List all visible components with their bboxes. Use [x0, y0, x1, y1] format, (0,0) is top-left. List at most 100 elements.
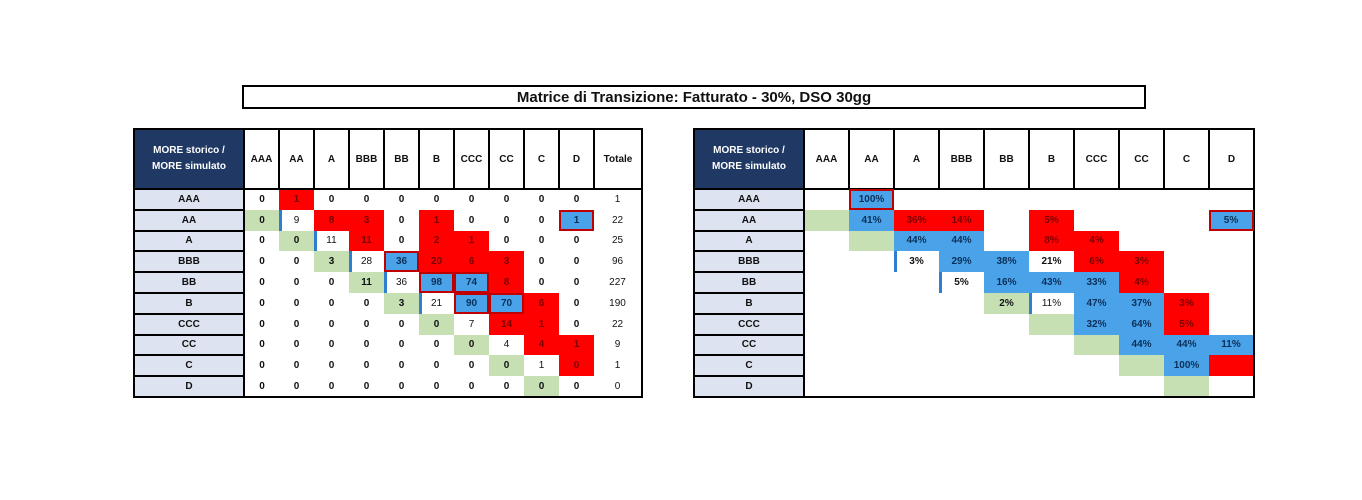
count-cell: 0 [293, 256, 300, 268]
percent-cell [984, 210, 1029, 231]
percent-cell [1209, 313, 1255, 335]
column-header-cc: CC [488, 128, 525, 190]
percent-cell [1209, 376, 1255, 398]
row-label-aa: AA [133, 208, 245, 232]
percent-cell [1209, 230, 1255, 252]
column-header-aa: AA [848, 128, 895, 190]
count-cell: 0 [538, 235, 545, 247]
percent-cell [804, 293, 849, 314]
percent-cell: 4% [1074, 230, 1119, 252]
column-header-bbb: BBB [348, 128, 385, 190]
percent-cell [849, 251, 894, 272]
percent-cell: 16% [984, 272, 1029, 293]
count-cell: 0 [293, 297, 300, 309]
count-cell: 0 [279, 376, 314, 398]
percent-cell: 44% [1164, 334, 1209, 356]
column-header-bbb: BBB [938, 128, 985, 190]
total-cell: 227 [594, 272, 643, 293]
count-cell: 0 [573, 256, 580, 268]
row-label-c: C [133, 354, 245, 378]
count-cell: 0 [489, 376, 524, 398]
count-cell: 0 [433, 360, 440, 372]
count-cell: 28 [349, 251, 384, 273]
count-cell: 0 [244, 376, 279, 398]
corner-label-line2: MORE simulato [712, 161, 786, 172]
count-transition-matrix: MORE storico / MORE simulato AAA AA A BBB BB B C… [133, 128, 643, 398]
percent-cell [1209, 251, 1255, 273]
percent-cell [849, 335, 894, 356]
table-row: AAA 100% [693, 188, 1255, 211]
count-cell: 0 [398, 235, 405, 247]
percent-cell: 36% [894, 209, 939, 231]
percent-cell [804, 314, 849, 335]
total-cell: 25 [594, 230, 643, 252]
row-label-b: B [133, 291, 245, 315]
percent-cell [984, 355, 1029, 376]
count-cell: 0 [328, 277, 335, 289]
count-cell: 0 [398, 360, 405, 372]
percent-cell: 44% [894, 230, 939, 252]
table-row: BB 5% 16% 43% 33% 4% [693, 271, 1255, 294]
count-cell: 0 [573, 194, 580, 206]
column-header-cc: CC [1118, 128, 1165, 190]
count-cell: 0 [259, 339, 265, 351]
percent-cell: 3% [1164, 292, 1209, 314]
percent-cell [1119, 376, 1164, 398]
percent-cell [804, 335, 849, 356]
count-cell: 90 [454, 292, 489, 314]
percent-cell [849, 230, 894, 252]
count-cell: 0 [293, 277, 300, 289]
count-cell: 0 [398, 194, 405, 206]
percent-cell: 32% [1074, 313, 1119, 335]
count-cell: 0 [384, 376, 419, 398]
percent-cell: 21% [1041, 256, 1062, 268]
count-cell: 0 [293, 318, 300, 330]
count-cell: 1 [419, 209, 454, 231]
column-header-bb: BB [383, 128, 420, 190]
total-cell: 96 [594, 251, 643, 273]
percent-cell [804, 272, 849, 293]
percent-cell [804, 251, 849, 272]
count-cell: 6 [524, 292, 559, 314]
row-label-bbb: BBB [133, 250, 245, 274]
column-header-b: B [1028, 128, 1075, 190]
total-cell: 1 [594, 355, 643, 377]
table-row: AA 0 9 8 3 0 1 0 0 0 1 22 [133, 208, 643, 232]
row-label-aaa: AAA [133, 188, 245, 211]
row-label-d: D [133, 375, 245, 398]
percent-cell [1164, 272, 1209, 293]
percent-cell: 4% [1119, 272, 1164, 293]
percent-cell [894, 314, 939, 335]
percent-cell [849, 376, 894, 398]
table-row: BBB 3% 29% 38% 21% 6% 3% [693, 250, 1255, 274]
percent-transition-matrix: MORE storico / MORE simulato AAA AA A BBB BB B C… [693, 128, 1255, 398]
row-label-cc: CC [133, 333, 245, 357]
count-cell: 8 [489, 272, 524, 293]
percent-cell: 3% [1119, 251, 1164, 273]
percent-cell [1074, 376, 1119, 398]
table-row: A 0 0 11 11 0 2 1 0 0 0 25 [133, 229, 643, 253]
table-row: D [693, 375, 1255, 398]
percent-cell [804, 231, 849, 252]
column-header-total: Totale [593, 128, 643, 190]
table-row: CC 0 0 0 0 0 0 0 4 4 1 9 [133, 333, 643, 357]
percent-cell: 47% [1074, 292, 1119, 314]
percent-cell [1029, 335, 1074, 356]
count-cell: 0 [314, 376, 349, 398]
count-cell: 3 [384, 292, 419, 314]
count-cell: 0 [328, 297, 335, 309]
percent-cell [849, 293, 894, 314]
count-cell: 1 [454, 230, 489, 252]
percent-cell [804, 376, 849, 398]
row-label-cc: CC [693, 333, 805, 357]
percent-cell [849, 355, 894, 376]
percent-cell [894, 376, 939, 398]
column-header-d: D [1208, 128, 1255, 190]
row-label-ccc: CCC [693, 312, 805, 336]
count-cell: 0 [419, 313, 454, 335]
percent-cell: 5% [939, 272, 984, 293]
count-cell: 3 [489, 251, 524, 273]
total-cell: 190 [594, 292, 643, 314]
count-cell: 0 [398, 339, 405, 351]
column-header-c: C [523, 128, 560, 190]
